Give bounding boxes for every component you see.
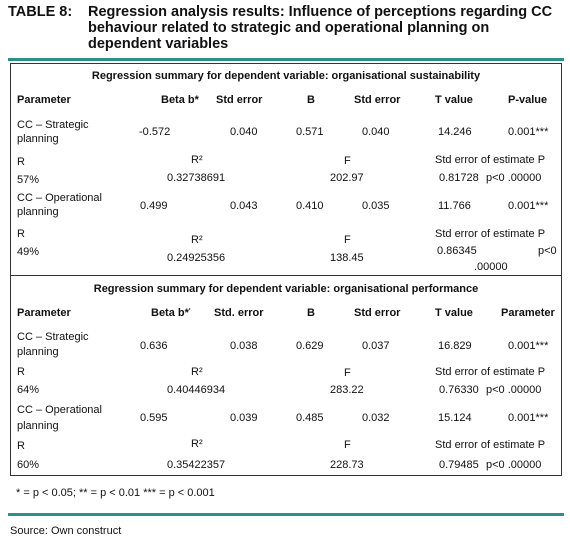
p2r2-r2-value: 0.35422357: [167, 459, 226, 471]
p1r1-see-value: 0.81728: [439, 172, 479, 184]
p2r1-b: 0.629: [296, 340, 324, 352]
p1r2-beta: 0.499: [140, 200, 168, 212]
p1r2-param-line1: CC – Operational: [17, 192, 102, 204]
p2r2-beta: 0.595: [140, 412, 168, 424]
p2r1-std-error-2: 0.037: [362, 340, 390, 352]
panel1-header-beta: Beta b*: [161, 94, 199, 106]
significance-footnote: * = p < 0.05; ** = p < 0.01 *** = p < 0.…: [16, 487, 215, 499]
p1r2-see-value: 0.86345: [437, 245, 477, 257]
p2r2-see-label: Std error of estimate P: [435, 439, 546, 451]
p2r2-t-value: 15.124: [438, 412, 472, 424]
p2r2-r-label: R: [17, 440, 25, 452]
p1r2-f-label: F: [344, 234, 351, 246]
p1r1-r-label: R: [17, 156, 25, 168]
panel1-header-std-error-1: Std error: [216, 94, 263, 106]
panel2-header-b: B: [307, 307, 315, 319]
p2r2-p: p<0 .00000: [486, 459, 542, 471]
p1r1-f-value: 202.97: [330, 172, 364, 184]
bottom-rule: [8, 513, 564, 516]
p2r1-t-value: 16.829: [438, 340, 472, 352]
p2r2-see-value: 0.79485: [439, 459, 479, 471]
p1r2-std-error-2: 0.035: [362, 200, 390, 212]
p2r2-b: 0.485: [296, 412, 324, 424]
panel-divider: [11, 275, 561, 276]
panel2-header-t-value: T value: [435, 307, 473, 319]
panel2-header-std-error-2: Std error: [354, 307, 401, 319]
p1r1-std-error-2: 0.040: [362, 126, 390, 138]
panel2-header-std-error-1: Std. error: [214, 307, 264, 319]
p1r1-r2-label: R²: [191, 154, 203, 166]
p1r1-std-error-1: 0.040: [230, 126, 258, 138]
p1r1-p: p<0 .00000: [486, 172, 542, 184]
p1r2-p-line1: p<0: [538, 245, 557, 257]
panel1-header-std-error-2: Std error: [354, 94, 401, 106]
p1r2-p-line2: .00000: [474, 261, 508, 273]
panel1-header-b: B: [307, 94, 315, 106]
p1r1-param-line1: CC – Strategic: [17, 119, 89, 131]
p2r1-f-value: 283.22: [330, 384, 364, 396]
panel1-header-parameter: Parameter: [17, 94, 71, 106]
p2r2-std-error-1: 0.039: [230, 412, 258, 424]
p2r1-p: p<0 .00000: [486, 384, 542, 396]
p2r2-f-label: F: [344, 439, 351, 451]
p2r1-param-line1: CC – Strategic: [17, 331, 89, 343]
p1r1-b: 0.571: [296, 126, 324, 138]
p1r2-param-line2: planning: [17, 206, 59, 218]
panel1-header-t-value: T value: [435, 94, 473, 106]
p2r1-p-value: 0.001***: [508, 340, 549, 352]
source-note: Source: Own construct: [10, 525, 122, 537]
p2r2-param-line2: planning: [17, 420, 59, 432]
panel1-header-p-value: P-value: [508, 94, 548, 106]
p1r2-b: 0.410: [296, 200, 324, 212]
p2r1-std-error-1: 0.038: [230, 340, 258, 352]
p1r2-see-label: Std error of estimate P: [435, 228, 546, 240]
regression-table: Regression summary for dependent variabl…: [10, 63, 562, 476]
p2r1-param-line2: planning: [17, 346, 59, 358]
panel1-heading: Regression summary for dependent variabl…: [91, 70, 481, 82]
p1r2-f-value: 138.45: [330, 252, 364, 264]
panel2-header-parameter: Parameter: [17, 307, 71, 319]
panel2-header-beta: Beta b*': [151, 307, 191, 319]
p2r2-r2-label: R²: [191, 438, 203, 450]
p1r2-r-label: R: [17, 228, 25, 240]
p2r2-f-value: 228.73: [330, 459, 364, 471]
table-label: TABLE 8:: [8, 4, 73, 20]
p1r1-p-value: 0.001***: [508, 126, 549, 138]
p2r1-see-value: 0.76330: [439, 384, 479, 396]
p1r1-f-label: F: [344, 155, 351, 167]
p2r1-r-value: 64%: [17, 384, 40, 396]
p1r1-t-value: 14.246: [438, 126, 472, 138]
p2r1-see-label: Std error of estimate P: [435, 366, 546, 378]
panel2-header-parameter-2: Parameter: [501, 307, 555, 319]
p2r1-r2-label: R²: [191, 366, 203, 378]
p1r1-r2-value: 0.32738691: [167, 172, 226, 184]
p2r2-std-error-2: 0.032: [362, 412, 390, 424]
p1r1-param-line2: planning: [17, 133, 59, 145]
p1r2-t-value: 11.766: [438, 200, 471, 212]
p2r1-f-label: F: [344, 367, 351, 379]
table-title: Regression analysis results: Influence o…: [88, 4, 553, 52]
p1r2-std-error-1: 0.043: [230, 200, 258, 212]
p2r1-r2-value: 0.40446934: [167, 384, 226, 396]
p1r2-r2-value: 0.24925356: [167, 252, 226, 264]
top-rule: [8, 58, 564, 61]
p2r2-p-value: 0.001***: [508, 412, 549, 424]
p1r1-see-label: Std error of estimate P: [435, 154, 546, 166]
p1r1-r-value: 57%: [17, 174, 40, 186]
panel2-heading: Regression summary for dependent variabl…: [93, 283, 479, 295]
p2r2-param-line1: CC – Operational: [17, 404, 102, 416]
p2r2-r-value: 60%: [17, 459, 40, 471]
p2r1-beta: 0.636: [140, 340, 168, 352]
p1r2-r-value: 49%: [17, 246, 40, 258]
p2r1-r-label: R: [17, 366, 25, 378]
p1r1-beta: -0.572: [139, 126, 171, 138]
p1r2-r2-label: R²: [191, 234, 203, 246]
p1r2-p-value: 0.001***: [508, 200, 549, 212]
